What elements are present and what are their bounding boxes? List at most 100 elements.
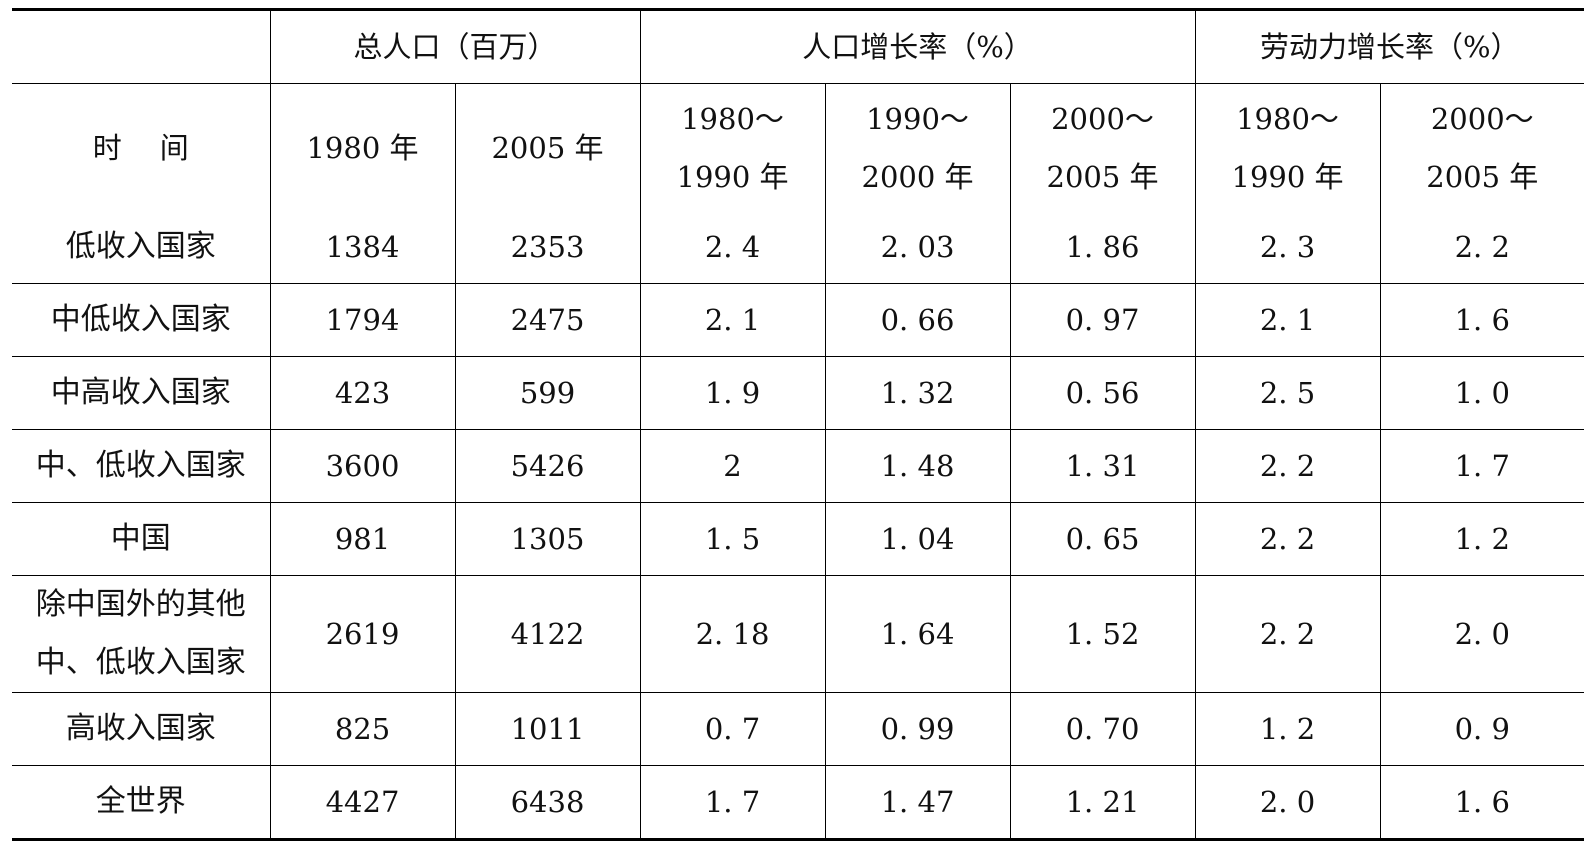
table-cell: 1305	[454, 502, 641, 576]
table-cell: 1. 21	[1009, 765, 1196, 840]
header-population-growth: 人口增长率（%）	[639, 9, 1196, 84]
corner-cell	[12, 9, 271, 84]
row-label: 低收入国家	[12, 211, 271, 284]
row-label-line: 除中国外的其他	[35, 587, 246, 622]
table-cell: 2	[639, 429, 826, 503]
table-cell: 1. 32	[824, 356, 1011, 430]
table-cell: 2. 0	[1194, 765, 1381, 840]
row-label: 全世界	[12, 765, 271, 840]
table-cell: 1. 9	[639, 356, 826, 430]
population-labor-table: 总人口（百万） 人口增长率（%） 劳动力增长率（%） 时间 1980 年 200…	[12, 8, 1585, 841]
header-pop-2005: 2005 年	[454, 83, 641, 211]
table-cell: 2. 2	[1194, 575, 1381, 693]
header-line: 2005 年	[1046, 159, 1159, 194]
table-cell: 5426	[454, 429, 641, 503]
row-label-line: 中高收入国家	[50, 375, 231, 410]
row-label: 中低收入国家	[12, 283, 271, 357]
table-cell: 0. 65	[1009, 502, 1196, 576]
table-cell: 0. 66	[824, 283, 1011, 357]
row-label: 高收入国家	[12, 692, 271, 766]
table-cell: 1. 86	[1009, 211, 1196, 284]
header-pg-1990-2000: 1990～ 2000 年	[824, 83, 1011, 211]
table-cell: 4427	[269, 765, 456, 840]
table-cell: 2353	[454, 211, 641, 284]
table-cell: 2619	[269, 575, 456, 693]
table-cell: 2475	[454, 283, 641, 357]
header-pg-2000-2005: 2000～ 2005 年	[1009, 83, 1196, 211]
table-cell: 599	[454, 356, 641, 430]
table-cell: 0. 97	[1009, 283, 1196, 357]
table-cell: 1. 0	[1379, 356, 1585, 430]
table-cell: 2. 2	[1194, 429, 1381, 503]
table-cell: 1. 48	[824, 429, 1011, 503]
header-line: 1990 年	[1231, 159, 1344, 194]
row-label: 除中国外的其他 中、低收入国家	[12, 575, 271, 693]
table-cell: 0. 99	[824, 692, 1011, 766]
header-row-groups: 总人口（百万） 人口增长率（%） 劳动力增长率（%）	[12, 9, 1585, 84]
table-cell: 1. 64	[824, 575, 1011, 693]
table-cell: 2. 0	[1379, 575, 1585, 693]
table-cell: 2. 18	[639, 575, 826, 693]
table-cell: 4122	[454, 575, 641, 693]
table-row: 低收入国家 1384 2353 2. 4 2. 03 1. 86 2. 3 2. 2	[12, 211, 1585, 284]
table-cell: 2. 1	[1194, 283, 1381, 357]
table-cell: 1. 52	[1009, 575, 1196, 693]
table-cell: 2. 5	[1194, 356, 1381, 430]
header-time: 时间	[12, 83, 271, 211]
row-label-line: 中低收入国家	[50, 302, 231, 337]
header-line: 2000～	[1430, 101, 1534, 136]
header-total-population: 总人口（百万）	[269, 9, 641, 84]
row-label-line: 中国	[110, 521, 171, 556]
row-label-line: 中、低收入国家	[35, 645, 246, 680]
table-cell: 1384	[269, 211, 456, 284]
row-label-line: 低收入国家	[65, 229, 216, 264]
table-cell: 1. 2	[1379, 502, 1585, 576]
header-line: 2000～	[1051, 101, 1154, 136]
table-cell: 1. 47	[824, 765, 1011, 840]
table-cell: 1794	[269, 283, 456, 357]
header-lg-1980-1990: 1980～ 1990 年	[1194, 83, 1381, 211]
table-row: 高收入国家 825 1011 0. 7 0. 99 0. 70 1. 2 0. 9	[12, 692, 1585, 766]
row-label-line: 全世界	[95, 784, 186, 819]
table-body: 低收入国家 1384 2353 2. 4 2. 03 1. 86 2. 3 2. 2 中低收入国…	[12, 211, 1585, 840]
header-pop-1980: 1980 年	[269, 83, 456, 211]
header-labor-growth: 劳动力增长率（%）	[1194, 9, 1585, 84]
table-cell: 0. 9	[1379, 692, 1585, 766]
header-line: 1980～	[681, 101, 784, 136]
table-row: 中、低收入国家 3600 5426 2 1. 48 1. 31 2. 2 1. 7	[12, 429, 1585, 503]
table-cell: 3600	[269, 429, 456, 503]
table-cell: 2. 1	[639, 283, 826, 357]
table-cell: 2. 2	[1379, 211, 1585, 284]
table-row: 全世界 4427 6438 1. 7 1. 47 1. 21 2. 0 1. 6	[12, 765, 1585, 840]
header-pg-1980-1990: 1980～ 1990 年	[639, 83, 826, 211]
table-cell: 1. 6	[1379, 765, 1585, 840]
table-cell: 1. 31	[1009, 429, 1196, 503]
row-label: 中、低收入国家	[12, 429, 271, 503]
header-lg-2000-2005: 2000～ 2005 年	[1379, 83, 1585, 211]
table-cell: 0. 7	[639, 692, 826, 766]
table-cell: 981	[269, 502, 456, 576]
row-label: 中高收入国家	[12, 356, 271, 430]
table-cell: 1. 6	[1379, 283, 1585, 357]
header-line: 1990～	[866, 101, 969, 136]
row-label-line: 中、低收入国家	[35, 448, 246, 483]
table-cell: 0. 56	[1009, 356, 1196, 430]
row-label: 中国	[12, 502, 271, 576]
table-cell: 423	[269, 356, 456, 430]
table-row: 除中国外的其他 中、低收入国家 2619 4122 2. 18 1. 64 1. 52 2. …	[12, 575, 1585, 693]
table-cell: 2. 3	[1194, 211, 1381, 284]
table-cell: 1. 7	[639, 765, 826, 840]
table-cell: 1. 7	[1379, 429, 1585, 503]
row-label-line: 高收入国家	[65, 711, 216, 746]
table-cell: 1. 04	[824, 502, 1011, 576]
header-line: 2000 年	[861, 159, 974, 194]
table-row: 中国 981 1305 1. 5 1. 04 0. 65 2. 2 1. 2	[12, 502, 1585, 576]
table-cell: 1. 5	[639, 502, 826, 576]
table-cell: 825	[269, 692, 456, 766]
header-line: 1980～	[1236, 101, 1339, 136]
header-line: 2005 年	[1426, 159, 1539, 194]
table-row: 中高收入国家 423 599 1. 9 1. 32 0. 56 2. 5 1. 0	[12, 356, 1585, 430]
table-cell: 1011	[454, 692, 641, 766]
table-cell: 2. 4	[639, 211, 826, 284]
header-row-periods: 时间 1980 年 2005 年 1980～ 1990 年 1990～ 2000…	[12, 83, 1585, 211]
